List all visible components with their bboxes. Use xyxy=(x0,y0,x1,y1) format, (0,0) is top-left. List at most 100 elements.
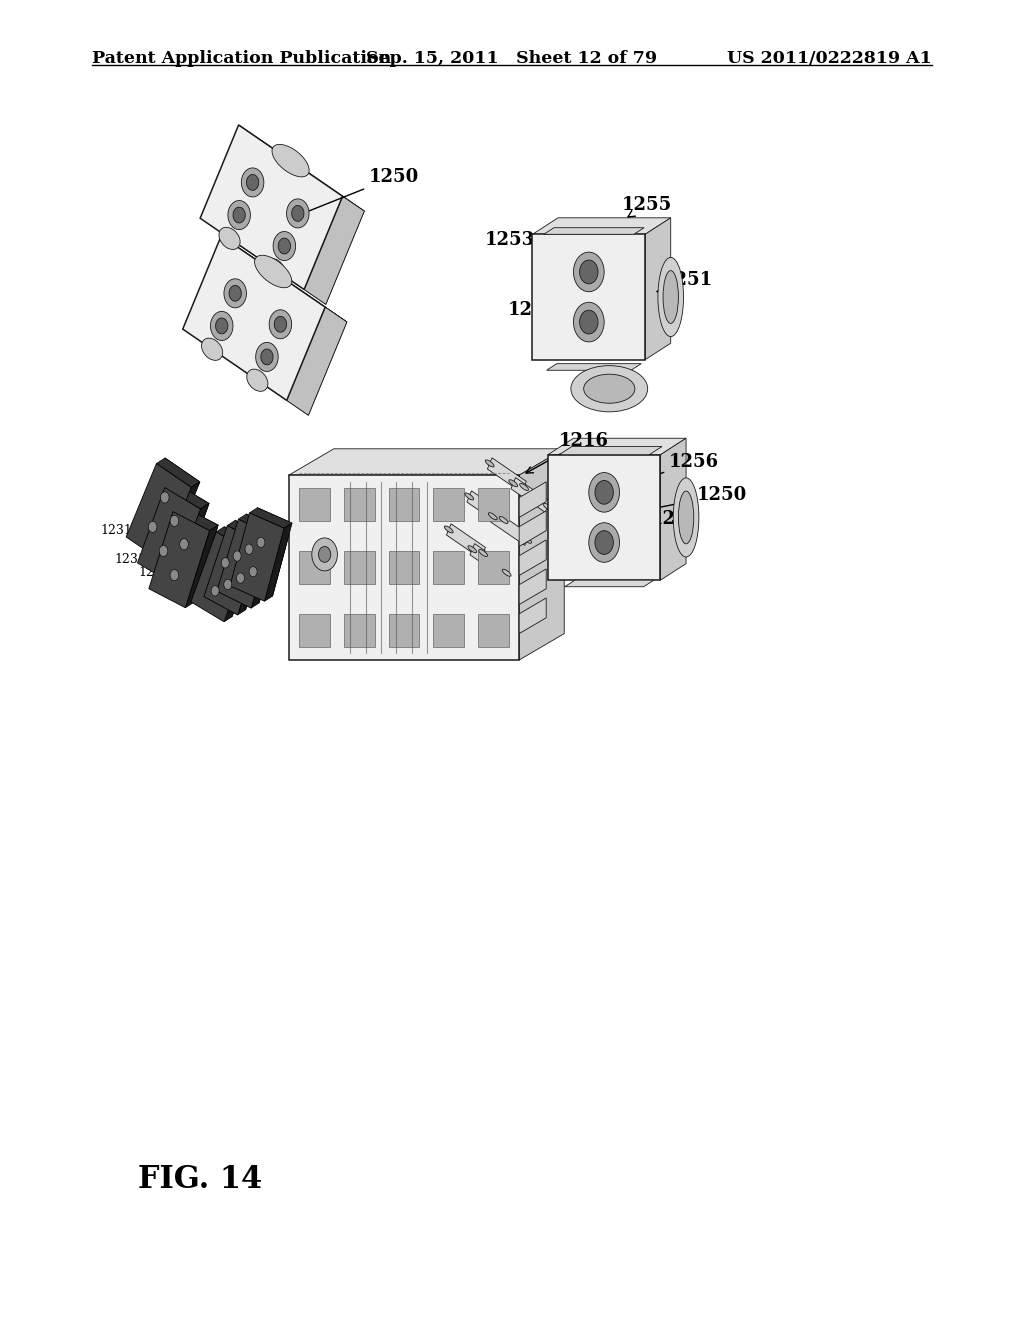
Ellipse shape xyxy=(237,573,245,583)
Polygon shape xyxy=(158,506,218,602)
Ellipse shape xyxy=(228,201,251,230)
Polygon shape xyxy=(544,227,644,235)
Ellipse shape xyxy=(148,521,157,532)
Ellipse shape xyxy=(658,257,684,337)
Text: Sep. 15, 2011  Sheet 12 of 79: Sep. 15, 2011 Sheet 12 of 79 xyxy=(367,50,657,67)
Polygon shape xyxy=(304,197,365,305)
Polygon shape xyxy=(216,527,257,552)
Polygon shape xyxy=(161,482,200,561)
Polygon shape xyxy=(470,544,509,578)
Polygon shape xyxy=(519,598,546,634)
Bar xyxy=(299,614,330,647)
Ellipse shape xyxy=(261,348,273,364)
Ellipse shape xyxy=(224,279,247,308)
Polygon shape xyxy=(251,531,281,609)
Ellipse shape xyxy=(274,317,287,333)
Polygon shape xyxy=(212,520,269,610)
Text: 1256: 1256 xyxy=(629,453,719,486)
Polygon shape xyxy=(532,218,671,235)
Ellipse shape xyxy=(509,479,518,487)
Ellipse shape xyxy=(170,569,178,581)
Polygon shape xyxy=(519,540,546,576)
Ellipse shape xyxy=(499,516,508,524)
Polygon shape xyxy=(205,251,347,416)
Text: 1231D: 1231D xyxy=(178,581,231,597)
Text: 1231C: 1231C xyxy=(138,566,206,585)
Ellipse shape xyxy=(485,459,495,467)
Bar xyxy=(299,488,330,521)
Polygon shape xyxy=(238,508,292,597)
Polygon shape xyxy=(490,511,529,545)
Polygon shape xyxy=(487,458,526,492)
Ellipse shape xyxy=(159,545,168,557)
Ellipse shape xyxy=(272,144,309,177)
Polygon shape xyxy=(264,523,292,601)
Polygon shape xyxy=(238,539,269,615)
Polygon shape xyxy=(645,218,671,359)
Ellipse shape xyxy=(573,252,604,292)
Ellipse shape xyxy=(219,227,240,249)
Polygon shape xyxy=(173,506,218,531)
Polygon shape xyxy=(250,508,292,528)
Bar xyxy=(478,552,509,585)
Ellipse shape xyxy=(245,544,253,554)
Ellipse shape xyxy=(211,312,233,341)
Polygon shape xyxy=(227,520,269,544)
Polygon shape xyxy=(137,487,201,585)
Ellipse shape xyxy=(180,539,188,550)
Polygon shape xyxy=(287,308,347,416)
Polygon shape xyxy=(559,446,662,454)
Polygon shape xyxy=(217,519,272,609)
Polygon shape xyxy=(126,463,191,561)
Bar xyxy=(433,614,464,647)
Ellipse shape xyxy=(571,366,647,412)
Bar xyxy=(299,552,330,585)
Polygon shape xyxy=(239,513,281,536)
Polygon shape xyxy=(548,438,686,454)
Ellipse shape xyxy=(264,259,286,280)
Ellipse shape xyxy=(465,492,474,500)
Polygon shape xyxy=(200,125,343,289)
Ellipse shape xyxy=(247,174,259,190)
Ellipse shape xyxy=(502,569,511,577)
Ellipse shape xyxy=(292,206,304,222)
Text: 1251: 1251 xyxy=(657,271,713,292)
Polygon shape xyxy=(148,512,210,607)
Ellipse shape xyxy=(595,531,613,554)
Text: US 2011/0222819 A1: US 2011/0222819 A1 xyxy=(727,50,932,67)
Ellipse shape xyxy=(522,536,531,544)
Text: 1216: 1216 xyxy=(526,432,608,473)
Ellipse shape xyxy=(229,285,242,301)
Polygon shape xyxy=(519,511,546,546)
Ellipse shape xyxy=(679,491,694,544)
Ellipse shape xyxy=(257,537,265,548)
Bar xyxy=(478,488,509,521)
Text: Patent Application Publication: Patent Application Publication xyxy=(92,50,391,67)
Polygon shape xyxy=(157,458,200,487)
Bar xyxy=(433,552,464,585)
Polygon shape xyxy=(185,525,218,607)
Text: 1250: 1250 xyxy=(639,486,748,513)
Bar xyxy=(344,488,375,521)
Polygon shape xyxy=(289,449,564,475)
Ellipse shape xyxy=(233,550,241,561)
Ellipse shape xyxy=(664,271,678,323)
Ellipse shape xyxy=(595,480,613,504)
Bar xyxy=(389,614,420,647)
Polygon shape xyxy=(660,438,686,581)
Ellipse shape xyxy=(543,503,552,511)
Polygon shape xyxy=(230,513,284,601)
Polygon shape xyxy=(548,454,660,581)
Ellipse shape xyxy=(318,546,331,562)
Text: 1231A: 1231A xyxy=(115,553,190,573)
Ellipse shape xyxy=(224,579,231,590)
Ellipse shape xyxy=(202,338,222,360)
Text: 1254: 1254 xyxy=(508,301,567,321)
Bar xyxy=(433,488,464,521)
Ellipse shape xyxy=(170,515,179,527)
Polygon shape xyxy=(199,527,257,616)
Polygon shape xyxy=(547,363,641,370)
Polygon shape xyxy=(511,478,550,512)
Ellipse shape xyxy=(269,310,292,339)
Ellipse shape xyxy=(273,231,296,260)
